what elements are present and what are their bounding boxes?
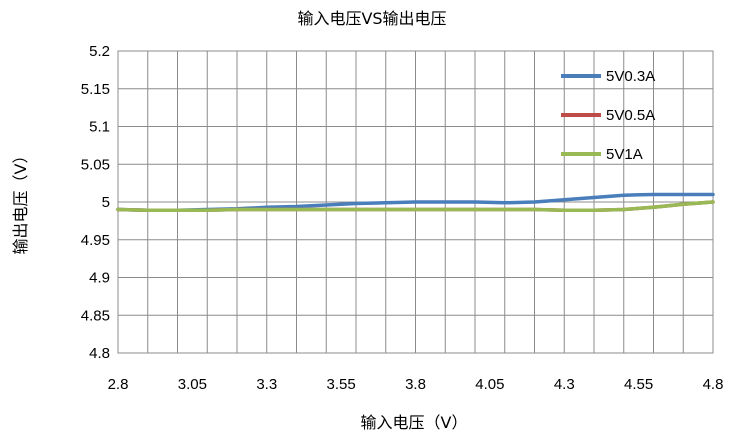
y-axis-label: 输出电压（V） [11, 148, 30, 255]
y-axis: 4.8 4.85 4.9 4.95 5 5.05 5.1 5.15 5.2 [81, 43, 110, 362]
y-tick-label: 4.95 [81, 232, 110, 249]
y-tick-label: 4.85 [81, 307, 110, 324]
y-tick-label: 4.8 [89, 345, 110, 362]
x-tick-label: 2.8 [108, 376, 129, 393]
x-tick-label: 3.8 [405, 376, 426, 393]
chart-title: 输入电压VS输出电压 [297, 9, 446, 28]
x-tick-label: 4.55 [624, 376, 653, 393]
x-tick-label: 3.05 [178, 376, 207, 393]
y-tick-label: 5 [102, 194, 110, 211]
legend-label: 5V1A [606, 146, 643, 163]
x-axis-label: 输入电压（V） [361, 413, 468, 432]
x-tick-label: 4.05 [475, 376, 504, 393]
y-tick-label: 5.1 [89, 119, 110, 136]
legend-label: 5V0.3A [606, 68, 655, 85]
x-axis: 2.8 3.05 3.3 3.55 3.8 4.05 4.3 4.55 4.8 [108, 376, 724, 393]
series-lines [116, 192, 715, 213]
x-tick-label: 4.8 [703, 376, 724, 393]
x-tick-label: 3.55 [327, 376, 356, 393]
y-tick-label: 5.05 [81, 156, 110, 173]
x-tick-label: 4.3 [554, 376, 575, 393]
y-tick-label: 4.9 [89, 270, 110, 287]
y-tick-label: 5.2 [89, 43, 110, 60]
legend-label: 5V0.5A [606, 107, 655, 124]
y-tick-label: 5.15 [81, 81, 110, 98]
legend: 5V0.3A 5V0.5A 5V1A [561, 68, 655, 163]
x-tick-label: 3.3 [256, 376, 277, 393]
series-line-5V1A [116, 200, 715, 213]
